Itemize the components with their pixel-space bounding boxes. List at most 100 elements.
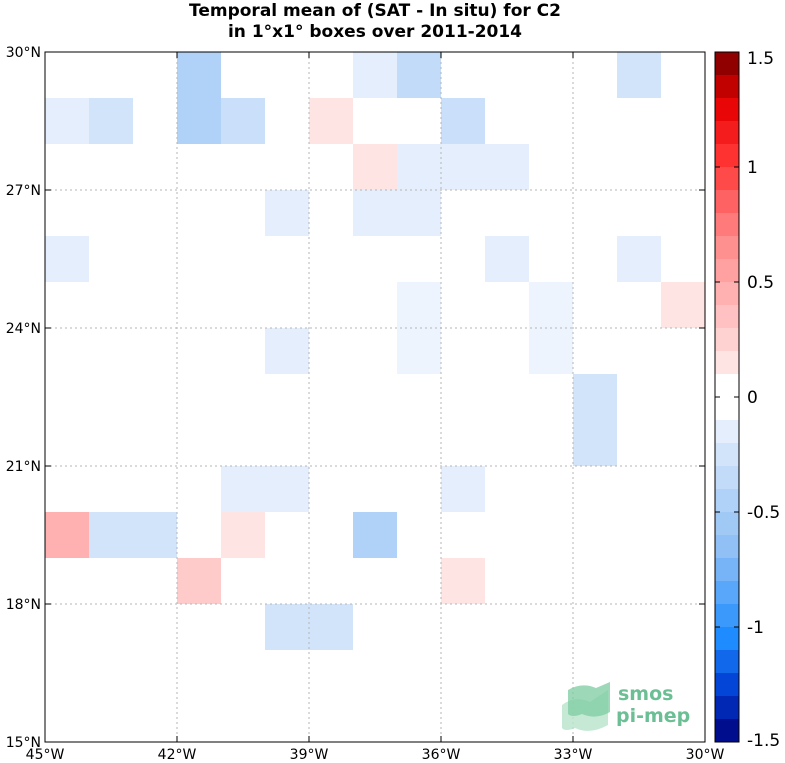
data-cell <box>45 512 89 558</box>
data-cell <box>265 190 309 236</box>
data-cell <box>177 558 221 604</box>
data-cell <box>441 144 485 190</box>
x-tick-label: 45°W <box>26 747 65 763</box>
data-cell <box>529 282 573 328</box>
x-tick-label: 30°W <box>686 747 725 763</box>
colorbar-band <box>715 558 739 582</box>
colorbar-tick-label: -1 <box>747 618 764 638</box>
data-cell <box>397 328 441 374</box>
data-cell <box>221 512 265 558</box>
colorbar-band <box>715 351 739 375</box>
colorbar-tick-label: -1.5 <box>747 731 780 751</box>
data-cell <box>89 98 133 144</box>
colorbar-band <box>715 374 739 398</box>
colorbar-tick-label: -0.5 <box>747 503 780 523</box>
colorbar-band <box>715 489 739 513</box>
colorbar-band <box>715 650 739 674</box>
data-cell <box>265 328 309 374</box>
colorbar-band <box>715 604 739 628</box>
colorbar-band <box>715 466 739 490</box>
chart-title-line-1: Temporal mean of (SAT - In situ) for C2 <box>189 1 561 21</box>
smos-pi-mep-logo: smos pi-mep <box>562 682 690 731</box>
data-cell <box>133 512 177 558</box>
data-cells <box>45 52 705 650</box>
colorbar-band <box>715 696 739 720</box>
axis-ticks: 45°W 42°W 39°W 36°W 33°W 30°W 30°N 27°N 24°N 21°N… <box>6 45 725 763</box>
colorbar-band <box>715 581 739 605</box>
colorbar: 1.5 1 0.5 0 -0.5 -1 -1.5 <box>714 49 780 751</box>
colorbar-band <box>715 443 739 467</box>
colorbar-band <box>715 75 739 99</box>
data-cell <box>617 236 661 282</box>
y-tick-label: 18°N <box>6 597 41 613</box>
colorbar-band <box>715 420 739 444</box>
colorbar-band <box>715 328 739 352</box>
colorbar-band <box>715 213 739 237</box>
data-cell <box>573 374 617 420</box>
colorbar-band <box>715 282 739 306</box>
colorbar-band <box>715 719 739 743</box>
logo-layer-icon <box>568 682 610 717</box>
data-cell <box>221 466 265 512</box>
colorbar-band <box>715 259 739 283</box>
x-tick-label: 36°W <box>422 747 461 763</box>
data-cell <box>441 466 485 512</box>
data-cell <box>485 236 529 282</box>
colorbar-band <box>715 673 739 697</box>
data-cell <box>177 98 221 144</box>
data-cell <box>45 236 89 282</box>
colorbar-band <box>715 190 739 214</box>
data-cell <box>661 282 705 328</box>
colorbar-band <box>715 52 739 76</box>
colorbar-tick-label: 1.5 <box>747 49 774 69</box>
y-tick-label: 30°N <box>6 45 41 61</box>
data-cell <box>221 98 265 144</box>
data-cell <box>441 98 485 144</box>
data-cell <box>89 512 133 558</box>
chart-title-line-2: in 1°x1° boxes over 2011-2014 <box>227 22 523 42</box>
colorbar-band <box>715 512 739 536</box>
data-cell <box>309 604 353 650</box>
x-tick-label: 42°W <box>158 747 197 763</box>
data-cell <box>485 144 529 190</box>
x-tick-label: 33°W <box>554 747 593 763</box>
colorbar-band <box>715 397 739 421</box>
data-cell <box>353 52 397 98</box>
x-tick-label: 39°W <box>290 747 329 763</box>
y-tick-label: 15°N <box>6 735 41 751</box>
colorbar-tick-label: 0.5 <box>747 273 774 293</box>
data-cell <box>309 98 353 144</box>
colorbar-bands <box>715 52 739 743</box>
y-tick-label: 27°N <box>6 183 41 199</box>
data-cell <box>353 144 397 190</box>
data-cell <box>353 512 397 558</box>
data-cell <box>397 144 441 190</box>
data-cell <box>617 52 661 98</box>
data-cell <box>397 282 441 328</box>
data-cell <box>45 98 89 144</box>
colorbar-ticks: 1.5 1 0.5 0 -0.5 -1 -1.5 <box>715 49 780 751</box>
data-cell <box>265 604 309 650</box>
colorbar-tick-label: 1 <box>747 158 758 178</box>
colorbar-tick-label: 0 <box>747 388 758 408</box>
logo-text-smos: smos <box>618 683 673 705</box>
data-cell <box>353 190 397 236</box>
plot-frame <box>44 51 706 743</box>
data-cell <box>529 328 573 374</box>
colorbar-band <box>715 98 739 122</box>
colorbar-band <box>715 305 739 329</box>
colorbar-band <box>715 236 739 260</box>
colorbar-band <box>715 535 739 559</box>
colorbar-band <box>715 144 739 168</box>
colorbar-band <box>715 121 739 145</box>
data-cell <box>177 52 221 98</box>
data-cell <box>573 420 617 466</box>
y-tick-label: 24°N <box>6 321 41 337</box>
colorbar-band <box>715 167 739 191</box>
data-cell <box>397 190 441 236</box>
data-cell <box>397 52 441 98</box>
data-cell <box>265 466 309 512</box>
colorbar-band <box>715 627 739 651</box>
y-tick-label: 21°N <box>6 459 41 475</box>
